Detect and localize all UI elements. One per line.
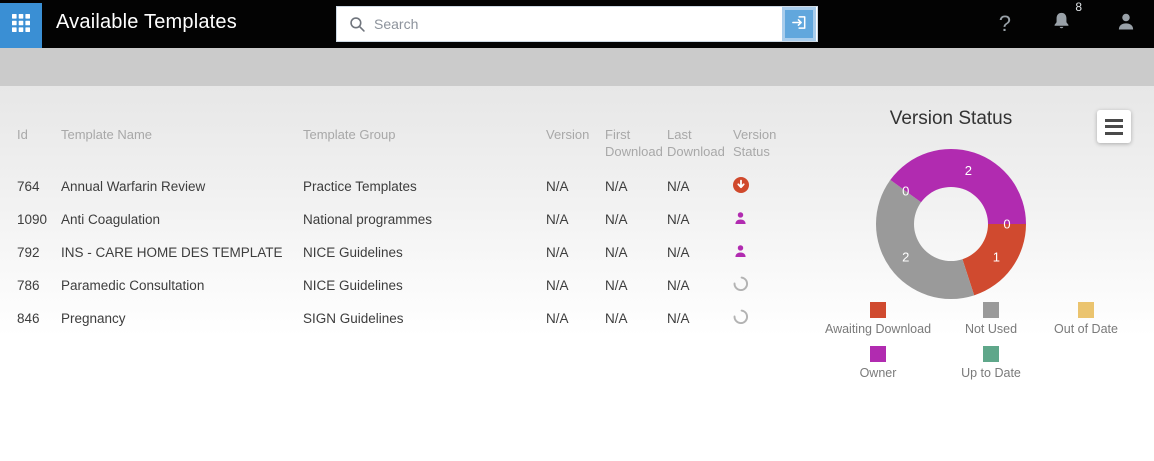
version-status-chart-panel: Version Status 1 2 0 2 0 Awaiting Download No… [790, 100, 1154, 400]
search-submit-button[interactable] [782, 7, 816, 41]
cell-first-download: N/A [605, 212, 628, 227]
cell-last-download: N/A [667, 278, 690, 293]
table-row[interactable]: 764 Annual Warfarin Review Practice Temp… [0, 170, 830, 203]
not-used-icon [733, 276, 749, 292]
cell-group: NICE Guidelines [303, 278, 403, 293]
legend-swatch [982, 346, 999, 362]
cell-version: N/A [546, 179, 569, 194]
cell-group: Practice Templates [303, 179, 417, 194]
table-row[interactable]: 846 Pregnancy SIGN Guidelines N/A N/A N/… [0, 302, 830, 335]
arrow-enter-icon [791, 14, 808, 34]
legend-label: Up to Date [961, 366, 1021, 380]
app-grid-button[interactable] [0, 3, 42, 48]
cell-id: 786 [17, 278, 40, 293]
column-header-template-name[interactable]: Template Name [61, 127, 153, 142]
owner-icon [733, 244, 748, 259]
legend-item-awaiting-download[interactable]: Awaiting Download [825, 302, 931, 336]
legend-label: Out of Date [1054, 322, 1118, 336]
column-header-version-status[interactable]: Version Status [733, 127, 777, 159]
cell-last-download: N/A [667, 245, 690, 260]
page-title: Available Templates [56, 11, 237, 33]
not-used-icon [733, 309, 749, 325]
user-icon [1116, 13, 1136, 36]
cell-last-download: N/A [667, 212, 690, 227]
cell-first-download: N/A [605, 311, 628, 326]
chart-legend: Awaiting Download Not Used Out of Date Owne… [816, 302, 1130, 380]
cell-version: N/A [546, 278, 569, 293]
legend-label: Not Used [964, 322, 1018, 336]
cell-first-download: N/A [605, 179, 628, 194]
cell-name: Pregnancy [61, 311, 126, 326]
search-icon [349, 16, 366, 33]
legend-swatch [982, 302, 999, 318]
awaiting-download-icon [733, 177, 749, 193]
cell-group: NICE Guidelines [303, 245, 403, 260]
legend-swatch [869, 346, 886, 362]
table-row[interactable]: 786 Paramedic Consultation NICE Guidelin… [0, 269, 830, 302]
content-area: Id Template Name Template Group Version … [0, 86, 1154, 461]
search-input[interactable] [366, 16, 785, 32]
cell-version: N/A [546, 311, 569, 326]
cell-id: 846 [17, 311, 40, 326]
toolbar-band [0, 48, 1154, 86]
legend-label: Awaiting Download [824, 322, 932, 336]
cell-version: N/A [546, 212, 569, 227]
cell-first-download: N/A [605, 278, 628, 293]
cell-group: National programmes [303, 212, 433, 227]
top-actions: ? 8 [995, 0, 1144, 48]
table-header-row: Id Template Name Template Group Version … [0, 86, 830, 170]
legend-label: Owner [859, 366, 897, 380]
table-row[interactable]: 792 INS - CARE HOME DES TEMPLATE NICE Gu… [0, 236, 830, 269]
donut-label-awaiting-download: 1 [993, 249, 1000, 264]
bell-icon [1051, 12, 1072, 36]
legend-item-out-of-date[interactable]: Out of Date [1054, 302, 1118, 336]
owner-icon [733, 211, 748, 226]
donut-slice-awaiting-download[interactable] [962, 224, 1026, 296]
user-menu-button[interactable] [1108, 10, 1144, 39]
donut-label-up-to-date: 0 [1003, 217, 1010, 232]
notifications-button[interactable]: 8 [1045, 0, 1082, 39]
legend-item-owner[interactable]: Owner [859, 346, 897, 380]
column-header-last-download[interactable]: Last Download [667, 127, 725, 159]
search-bar [336, 6, 818, 42]
donut-slice-owner[interactable] [890, 149, 1026, 224]
cell-id: 1090 [17, 212, 48, 227]
chart-title: Version Status [889, 108, 1013, 129]
donut-label-out-of-date: 0 [902, 184, 909, 199]
legend-item-not-used[interactable]: Not Used [965, 302, 1017, 336]
column-header-first-download[interactable]: First Download [605, 127, 663, 159]
donut-slice-not-used[interactable] [876, 179, 975, 299]
legend-swatch [1078, 302, 1094, 318]
column-header-version[interactable]: Version [546, 127, 590, 142]
cell-last-download: N/A [667, 311, 690, 326]
app-grid-icon [11, 13, 31, 38]
cell-version: N/A [546, 245, 569, 260]
cell-name: Paramedic Consultation [61, 278, 205, 293]
cell-name: Anti Coagulation [61, 212, 161, 227]
table-row[interactable]: 1090 Anti Coagulation National programme… [0, 203, 830, 236]
cell-id: 792 [17, 245, 40, 260]
legend-item-up-to-date[interactable]: Up to Date [961, 346, 1021, 380]
column-header-template-group[interactable]: Template Group [303, 127, 396, 142]
legend-swatch [870, 302, 886, 318]
donut-label-owner: 2 [965, 163, 972, 178]
column-header-id[interactable]: Id [17, 127, 28, 142]
cell-last-download: N/A [667, 179, 690, 194]
donut-label-not-used: 2 [902, 249, 909, 264]
notification-count-badge: 8 [1075, 0, 1082, 14]
cell-name: Annual Warfarin Review [61, 179, 206, 194]
help-button[interactable]: ? [998, 11, 1011, 36]
cell-first-download: N/A [605, 245, 628, 260]
cell-group: SIGN Guidelines [303, 311, 404, 326]
hamburger-icon [1105, 118, 1123, 135]
chart-menu-button[interactable] [1097, 110, 1131, 143]
cell-name: INS - CARE HOME DES TEMPLATE [61, 245, 283, 260]
templates-table: Id Template Name Template Group Version … [0, 86, 830, 335]
top-bar: Available Templates ? [0, 0, 1154, 48]
cell-id: 764 [17, 179, 40, 194]
version-status-donut-chart: 1 2 0 2 0 [876, 149, 1026, 299]
